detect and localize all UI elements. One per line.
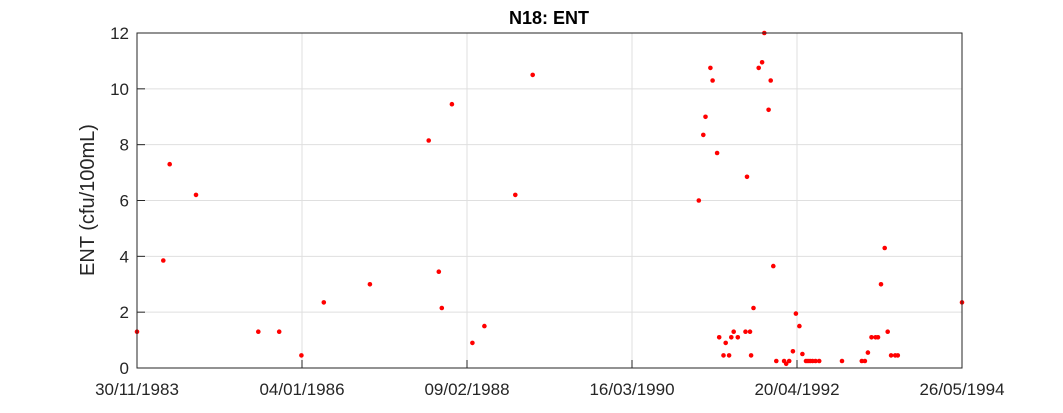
data-point bbox=[869, 335, 874, 340]
data-point bbox=[716, 335, 722, 340]
data-point bbox=[710, 78, 715, 83]
data-point bbox=[513, 192, 518, 198]
data-point bbox=[862, 358, 868, 364]
x-tick-labels: 30/11/1983 04/01/1986 09/02/1988 16/03/1990… bbox=[95, 380, 1004, 399]
data-point bbox=[744, 174, 750, 180]
data-point bbox=[865, 350, 871, 355]
data-point bbox=[882, 245, 887, 251]
data-point bbox=[771, 263, 776, 269]
data-point bbox=[839, 358, 845, 364]
data-point bbox=[470, 340, 475, 346]
x-tick-label: 30/11/1983 bbox=[95, 380, 179, 399]
data-point bbox=[708, 65, 713, 71]
data-point bbox=[783, 361, 789, 367]
data-point bbox=[895, 353, 901, 358]
y-tick-labels: 0 2 4 6 8 10 12 bbox=[110, 24, 129, 378]
data-point bbox=[299, 353, 304, 358]
y-tick-label: 2 bbox=[120, 303, 129, 322]
x-tick-label: 26/05/1994 bbox=[919, 380, 1004, 399]
data-point bbox=[703, 114, 708, 120]
data-point bbox=[276, 329, 282, 335]
chart-title: N18: ENT bbox=[509, 8, 589, 28]
data-point bbox=[255, 329, 261, 335]
y-axis-label: ENT (cfu/100mL) bbox=[77, 124, 99, 276]
x-tick-label: 09/02/1988 bbox=[424, 380, 509, 399]
data-point bbox=[729, 335, 734, 340]
data-point bbox=[721, 353, 726, 358]
y-tick-label: 10 bbox=[110, 80, 129, 99]
data-point bbox=[482, 323, 487, 329]
y-tick-label: 0 bbox=[120, 359, 129, 378]
data-point bbox=[367, 282, 373, 287]
data-point bbox=[766, 107, 771, 113]
data-point bbox=[800, 351, 805, 357]
data-point bbox=[759, 60, 765, 65]
data-point bbox=[885, 329, 890, 335]
data-point bbox=[793, 311, 799, 316]
data-point bbox=[816, 358, 822, 364]
data-point bbox=[790, 349, 796, 354]
plot-frame bbox=[136, 32, 963, 369]
data-point bbox=[161, 258, 166, 263]
data-point bbox=[696, 198, 702, 203]
data-point bbox=[888, 353, 894, 358]
data-point bbox=[751, 305, 756, 311]
data-point bbox=[875, 335, 881, 340]
data-point bbox=[747, 329, 753, 335]
data-point bbox=[878, 282, 884, 287]
y-tick-label: 6 bbox=[120, 192, 129, 211]
y-tick-label: 8 bbox=[120, 136, 129, 155]
data-point bbox=[726, 353, 732, 358]
x-tick-label: 16/03/1990 bbox=[589, 380, 674, 399]
data-point bbox=[731, 329, 736, 335]
data-point bbox=[743, 329, 748, 335]
points-layer bbox=[134, 30, 965, 367]
data-point bbox=[797, 323, 802, 329]
data-point bbox=[439, 305, 445, 311]
y-tick-label: 12 bbox=[110, 24, 129, 43]
data-point bbox=[530, 72, 535, 78]
x-tick-label: 20/04/1992 bbox=[754, 380, 839, 399]
data-point bbox=[748, 353, 754, 358]
data-point bbox=[813, 358, 818, 364]
data-point bbox=[321, 300, 327, 305]
data-point bbox=[786, 358, 792, 364]
data-point bbox=[701, 132, 706, 138]
data-point bbox=[167, 161, 172, 167]
data-point bbox=[193, 192, 199, 198]
data-point bbox=[756, 65, 761, 71]
data-point bbox=[714, 150, 720, 156]
data-point bbox=[436, 269, 442, 275]
data-point bbox=[426, 138, 432, 143]
data-point bbox=[723, 340, 728, 346]
y-tick-label: 4 bbox=[120, 247, 129, 266]
data-point bbox=[774, 358, 779, 364]
data-point bbox=[768, 78, 773, 83]
data-point bbox=[449, 101, 455, 107]
x-tick-label: 04/01/1986 bbox=[259, 380, 344, 399]
data-point bbox=[735, 335, 741, 340]
